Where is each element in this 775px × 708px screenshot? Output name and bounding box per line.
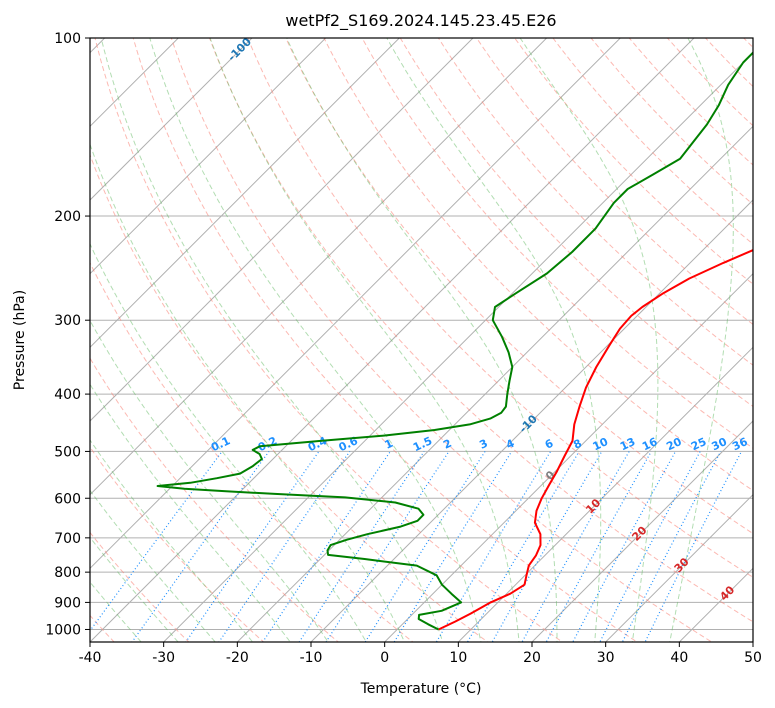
y-tick-label: 700	[54, 531, 81, 547]
moist-adiabat-line	[209, 38, 520, 642]
isotherm-line	[90, 38, 253, 201]
y-axis-title: Pressure (hPa)	[12, 290, 28, 390]
mixing-ratio-line	[218, 451, 351, 642]
moist-adiabat-line	[90, 242, 367, 642]
x-axis-title: Temperature (°C)	[360, 681, 482, 697]
dry-adiabat-line	[285, 38, 753, 535]
dry-adiabat-line	[90, 531, 190, 642]
mixing-ratio-label: 13	[618, 435, 637, 453]
mixing-ratio-label: 25	[689, 435, 708, 453]
dry-adiabat-line	[208, 38, 753, 623]
x-tick-label: 20	[523, 650, 541, 666]
y-tick-label: 200	[54, 209, 81, 225]
x-tick-label: 0	[380, 650, 389, 666]
temperature-line	[438, 249, 753, 631]
x-tick-label: -30	[152, 650, 175, 666]
x-tick-label: -20	[226, 650, 249, 666]
dry-adiabat-line	[247, 38, 753, 578]
dry-adiabat-line	[755, 11, 775, 654]
dry-adiabat-line	[399, 38, 753, 408]
isotherm-line	[604, 493, 753, 642]
moist-adiabat-line	[90, 536, 179, 642]
mixing-ratio-line	[185, 451, 320, 642]
mixing-ratio-label: 20	[664, 435, 684, 453]
plot-background	[90, 38, 753, 642]
mixing-ratio-line	[466, 451, 580, 642]
y-tick-label: 500	[54, 444, 81, 460]
moist-adiabat-line	[519, 38, 659, 642]
dry-adiabat-line	[476, 38, 753, 326]
mixing-ratio-label: 16	[640, 435, 660, 453]
mixing-ratio-line	[644, 451, 743, 642]
dry-adiabat-line	[132, 38, 638, 642]
mixing-ratio-label: 10	[591, 435, 611, 453]
mixing-ratio-line	[621, 451, 722, 642]
mixing-ratio-label: 36	[730, 435, 750, 453]
isotherm-line	[310, 199, 753, 642]
y-tick-label: 400	[54, 387, 81, 403]
dewpoint-line	[156, 51, 753, 631]
y-tick-label: 900	[54, 595, 81, 611]
mixing-ratio-line	[90, 451, 223, 632]
dry-adiabat-line	[170, 38, 713, 642]
moist-adiabat-line	[90, 489, 216, 642]
isotherm-line	[236, 125, 753, 642]
y-tick-label: 300	[54, 313, 81, 329]
axis-ticks: -40 -30 -20 -10 0 10 20 30 40 50 1000 900 800 700 600 5…	[45, 31, 762, 666]
y-tick-label: 600	[54, 491, 81, 507]
x-tick-label: 40	[670, 650, 688, 666]
dry-adiabat-line	[361, 38, 753, 449]
isotherm-line	[531, 420, 753, 642]
moist-adiabat-line	[386, 38, 602, 642]
dry-adiabat-line	[514, 38, 753, 285]
isotherm-line	[90, 38, 180, 128]
mixing-ratio-line	[393, 451, 513, 642]
mixing-ratio-line	[298, 451, 425, 642]
isotherm-line	[383, 272, 753, 642]
x-tick-label: 10	[449, 650, 467, 666]
dry-adiabat-lines	[90, 11, 775, 654]
dry-adiabat-line	[90, 261, 414, 642]
dry-adiabat-line	[90, 446, 265, 642]
mixing-ratio-line	[599, 451, 701, 642]
isotherm-line	[90, 38, 327, 275]
moist-adiabat-line	[286, 38, 558, 642]
moist-adiabat-line	[90, 581, 142, 642]
isotherm-line	[90, 38, 401, 349]
mixing-ratio-line	[364, 451, 486, 642]
isotherm-line	[457, 346, 753, 642]
x-tick-label: 50	[744, 650, 762, 666]
isotherm-line	[90, 38, 695, 642]
mixing-ratio-line	[325, 451, 450, 642]
y-tick-label: 1000	[45, 622, 81, 638]
pressure-grid	[90, 38, 753, 630]
plot-frame	[89, 37, 754, 643]
y-tick-label: 800	[54, 565, 81, 581]
x-tick-label: -40	[79, 650, 102, 666]
moist-adiabat-line	[90, 319, 329, 642]
isotherm-line	[90, 38, 474, 422]
mixing-ratio-line	[435, 451, 552, 642]
mixing-ratio-line	[262, 451, 391, 642]
mixing-ratio-label: 30	[710, 435, 730, 453]
isotherm-line	[0, 11, 58, 654]
dry-adiabat-line	[94, 38, 564, 642]
isotherm-lines	[0, 11, 753, 654]
moist-adiabat-line	[669, 38, 734, 642]
x-tick-label: 30	[597, 650, 615, 666]
dry-adiabat-line	[90, 357, 340, 642]
isotherm-line	[90, 38, 548, 496]
moist-adiabat-line	[100, 38, 444, 642]
y-tick-label: 100	[54, 31, 81, 47]
isotherm-line	[90, 38, 622, 570]
x-tick-label: -10	[300, 650, 323, 666]
moist-adiabat-line	[90, 383, 291, 642]
sounding-series	[156, 51, 753, 631]
chart-title: wetPf2_S169.2024.145.23.45.E26	[285, 11, 556, 31]
mixing-ratio-line	[491, 451, 603, 642]
isotherm-line	[162, 51, 753, 642]
